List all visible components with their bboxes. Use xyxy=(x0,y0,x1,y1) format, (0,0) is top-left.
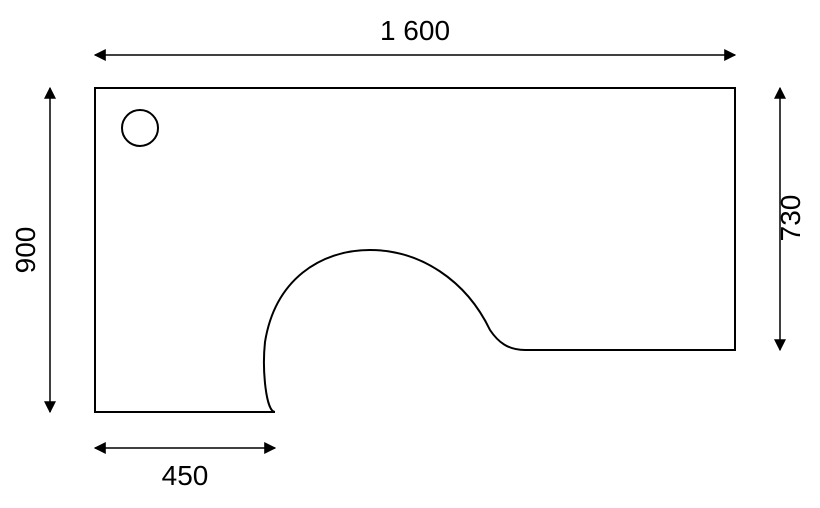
dim-right-label: 730 xyxy=(775,195,806,242)
dim-left-label: 900 xyxy=(10,227,41,274)
dim-bottom-label: 450 xyxy=(162,460,209,491)
desk-outline xyxy=(95,88,735,412)
grommet-hole xyxy=(122,110,158,146)
dim-top-label: 1 600 xyxy=(380,15,450,46)
